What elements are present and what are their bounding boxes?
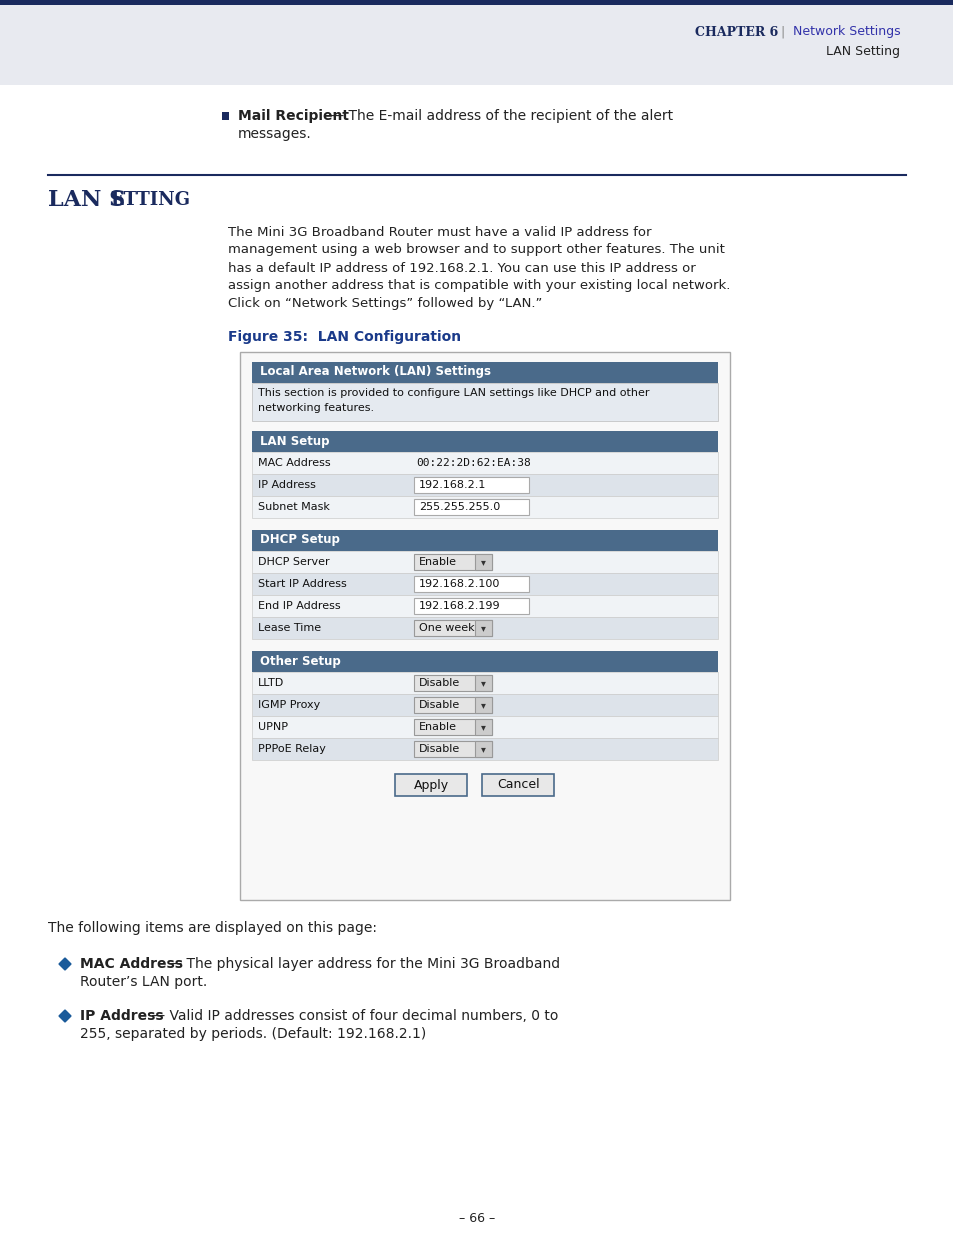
Text: Enable: Enable [418, 557, 456, 567]
Text: Local Area Network (LAN) Settings: Local Area Network (LAN) Settings [260, 366, 491, 378]
Text: Apply: Apply [414, 778, 449, 792]
Text: The Mini 3G Broadband Router must have a valid IP address for: The Mini 3G Broadband Router must have a… [228, 226, 651, 238]
Text: IP Address: IP Address [80, 1009, 164, 1023]
Text: PPPoE Relay: PPPoE Relay [257, 743, 326, 755]
Bar [414, 620, 492, 636]
Text: ETTING: ETTING [110, 191, 190, 209]
Text: — The physical layer address for the Mini 3G Broadband: — The physical layer address for the Min… [164, 957, 559, 971]
Bar [252, 362, 718, 383]
Text: ▾: ▾ [480, 557, 485, 567]
Bar [252, 618, 718, 638]
Bar [475, 719, 492, 735]
Text: 192.168.2.199: 192.168.2.199 [418, 601, 500, 611]
Text: Click on “Network Settings” followed by “LAN.”: Click on “Network Settings” followed by … [228, 298, 542, 310]
Text: 255.255.255.0: 255.255.255.0 [418, 501, 499, 513]
Polygon shape [59, 1010, 71, 1023]
Text: This section is provided to configure LAN settings like DHCP and other: This section is provided to configure LA… [257, 388, 649, 398]
Text: |: | [780, 26, 783, 38]
Text: LLTD: LLTD [257, 678, 284, 688]
Text: Subnet Mask: Subnet Mask [257, 501, 330, 513]
Bar [475, 697, 492, 713]
Text: LAN Setting: LAN Setting [825, 46, 899, 58]
Bar [252, 383, 718, 421]
Text: ▾: ▾ [480, 700, 485, 710]
Text: Disable: Disable [418, 743, 459, 755]
Text: Disable: Disable [418, 700, 459, 710]
Bar [482, 774, 554, 797]
Text: MAC Address: MAC Address [257, 458, 331, 468]
Bar [252, 474, 718, 496]
Bar [414, 555, 492, 571]
Bar [252, 530, 718, 551]
Bar [475, 620, 492, 636]
Bar [0, 0, 953, 85]
Text: ▾: ▾ [480, 622, 485, 634]
Text: One week: One week [418, 622, 475, 634]
Text: Start IP Address: Start IP Address [257, 579, 346, 589]
Text: networking features.: networking features. [257, 403, 374, 412]
Text: 192.168.2.100: 192.168.2.100 [418, 579, 500, 589]
Bar [414, 499, 529, 515]
Bar [475, 676, 492, 692]
Bar [252, 694, 718, 716]
Bar [252, 651, 718, 672]
Bar [252, 573, 718, 595]
Text: Router’s LAN port.: Router’s LAN port. [80, 974, 207, 989]
Bar [252, 672, 718, 694]
Bar [414, 598, 529, 614]
Bar [252, 716, 718, 739]
Text: ▾: ▾ [480, 678, 485, 688]
Bar [252, 739, 718, 760]
Bar [414, 697, 492, 713]
Bar [414, 576, 529, 592]
Bar [252, 551, 718, 573]
Text: LAN Setup: LAN Setup [260, 435, 329, 447]
Text: IGMP Proxy: IGMP Proxy [257, 700, 320, 710]
Text: Mail Recipient: Mail Recipient [237, 109, 349, 124]
Text: CHAPTER 6: CHAPTER 6 [695, 26, 778, 38]
Text: MAC Address: MAC Address [80, 957, 183, 971]
Text: Figure 35:  LAN Configuration: Figure 35: LAN Configuration [228, 330, 460, 345]
Text: ▾: ▾ [480, 743, 485, 755]
Text: – 66 –: – 66 – [458, 1212, 495, 1224]
Bar [414, 719, 492, 735]
Bar [414, 676, 492, 692]
Text: IP Address: IP Address [257, 480, 315, 490]
Text: DHCP Setup: DHCP Setup [260, 534, 339, 547]
Text: UPNP: UPNP [257, 722, 288, 732]
Text: messages.: messages. [237, 127, 312, 141]
Bar [414, 741, 492, 757]
Bar [414, 477, 529, 493]
Text: The following items are displayed on this page:: The following items are displayed on thi… [48, 921, 376, 935]
Text: Lease Time: Lease Time [257, 622, 321, 634]
Polygon shape [59, 958, 71, 969]
Bar [0, 0, 953, 5]
Bar [252, 452, 718, 474]
Bar [252, 431, 718, 452]
Text: — Valid IP addresses consist of four decimal numbers, 0 to: — Valid IP addresses consist of four dec… [147, 1009, 558, 1023]
Text: DHCP Server: DHCP Server [257, 557, 330, 567]
Text: LAN S: LAN S [48, 189, 125, 211]
Text: Cancel: Cancel [497, 778, 539, 792]
Bar [252, 595, 718, 618]
Text: 255, separated by periods. (Default: 192.168.2.1): 255, separated by periods. (Default: 192… [80, 1028, 426, 1041]
Bar [240, 352, 729, 900]
Bar [395, 774, 467, 797]
Text: Enable: Enable [418, 722, 456, 732]
Bar [252, 496, 718, 517]
Text: — The E-mail address of the recipient of the alert: — The E-mail address of the recipient of… [326, 109, 673, 124]
Bar [222, 112, 229, 120]
Text: management using a web browser and to support other features. The unit: management using a web browser and to su… [228, 243, 724, 257]
Text: 192.168.2.1: 192.168.2.1 [418, 480, 486, 490]
Text: has a default IP address of 192.168.2.1. You can use this IP address or: has a default IP address of 192.168.2.1.… [228, 262, 695, 274]
Text: End IP Address: End IP Address [257, 601, 340, 611]
Text: ▾: ▾ [480, 722, 485, 732]
Text: assign another address that is compatible with your existing local network.: assign another address that is compatibl… [228, 279, 730, 293]
Bar [475, 741, 492, 757]
Text: Other Setup: Other Setup [260, 655, 340, 667]
Text: Disable: Disable [418, 678, 459, 688]
Text: 00:22:2D:62:EA:38: 00:22:2D:62:EA:38 [416, 458, 530, 468]
Bar [475, 555, 492, 571]
Text: Network Settings: Network Settings [792, 26, 900, 38]
